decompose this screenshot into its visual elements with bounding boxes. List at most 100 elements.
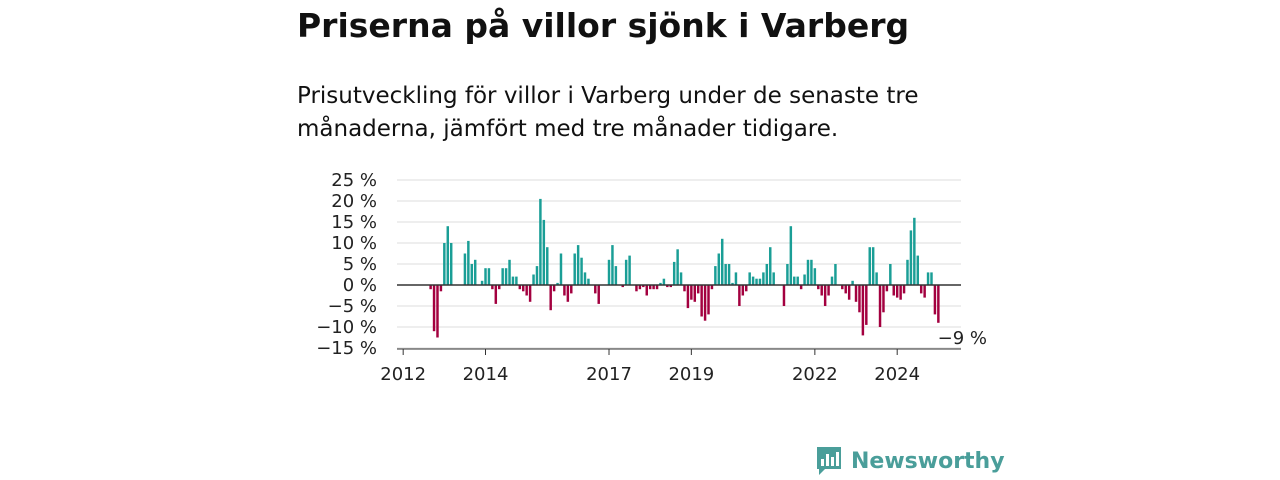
bar [734,272,738,285]
bar [470,264,474,285]
bar [549,285,552,311]
bar [429,285,432,290]
bar [858,285,861,313]
bar [645,285,648,296]
brand-name: Newsworthy [851,448,1005,474]
bar [655,285,659,290]
bar [542,219,546,285]
bar [480,280,484,285]
bar [731,282,734,285]
bar [871,247,875,285]
bar [570,285,573,294]
bar [926,272,930,285]
bar [583,272,587,285]
bar [556,282,559,285]
y-tick-label: 15 % [331,212,377,233]
bar [635,285,638,292]
labels: 25 %20 %15 %10 %5 %0 %−5 %−10 %−15 %2012… [316,170,987,385]
bar [566,285,570,302]
newsworthy-bar-chart-icon [817,447,841,475]
bar [528,285,532,302]
bar [758,278,762,285]
bar [810,259,813,285]
bar [693,285,697,302]
bar [522,285,525,292]
bar [885,285,889,292]
chart-subtitle: Prisutveckling för villor i Varberg unde… [297,83,919,142]
bar [580,257,583,285]
bar [882,285,885,313]
bar [717,253,721,285]
bar [683,285,686,292]
chart-title: Priserna på villor sjönk i Varberg [297,6,910,45]
bar [659,282,662,285]
bars [429,198,940,338]
bar [436,285,439,338]
bar [597,285,600,304]
bar [782,285,786,306]
bar [889,264,892,285]
bar [745,285,748,292]
bar [902,285,906,294]
bar [446,226,450,285]
bar [930,272,933,285]
bar [648,285,652,290]
bar [937,285,940,323]
bar [546,247,549,285]
bar [535,266,539,285]
bar [796,276,799,285]
bar [820,285,823,296]
bar [847,285,851,300]
y-tick-label: 10 % [331,233,377,254]
bar [576,245,580,285]
bar [741,285,745,296]
bar [494,285,498,304]
bar [518,285,522,290]
bar [748,272,751,285]
y-tick-label: 20 % [331,191,377,212]
bar [463,253,467,285]
bar [511,276,515,285]
bar [552,285,556,292]
bar [587,278,590,285]
bar [865,285,868,325]
bar [563,285,566,296]
bar [484,268,487,285]
bar [614,266,618,285]
bar [806,259,810,285]
bar [793,276,796,285]
bar [707,285,710,315]
bar [607,259,611,285]
bar [827,285,830,296]
y-tick-label: −10 % [316,317,377,338]
bar [755,278,758,285]
bar [686,285,690,309]
y-tick-label: −15 % [316,338,377,359]
bar [467,240,470,285]
bar [817,285,820,290]
bar [895,285,899,298]
bar [559,253,563,285]
bar [700,285,703,317]
bar [443,243,446,285]
bar [498,285,501,290]
x-tick-label: 2024 [874,364,920,385]
bar [638,285,642,290]
bar [487,268,491,285]
bar [727,264,731,285]
bar [508,259,511,285]
bar [899,285,902,300]
newsworthy-logo: Newsworthy [815,445,1005,477]
bar [923,285,926,298]
bar [611,245,614,285]
bar [916,255,920,285]
bar [844,285,847,294]
bar [669,285,672,288]
y-tick-label: −5 % [328,296,377,317]
bar [532,274,535,285]
bar [878,285,882,327]
bar [672,261,676,285]
bar [491,285,494,290]
bar [875,272,878,285]
